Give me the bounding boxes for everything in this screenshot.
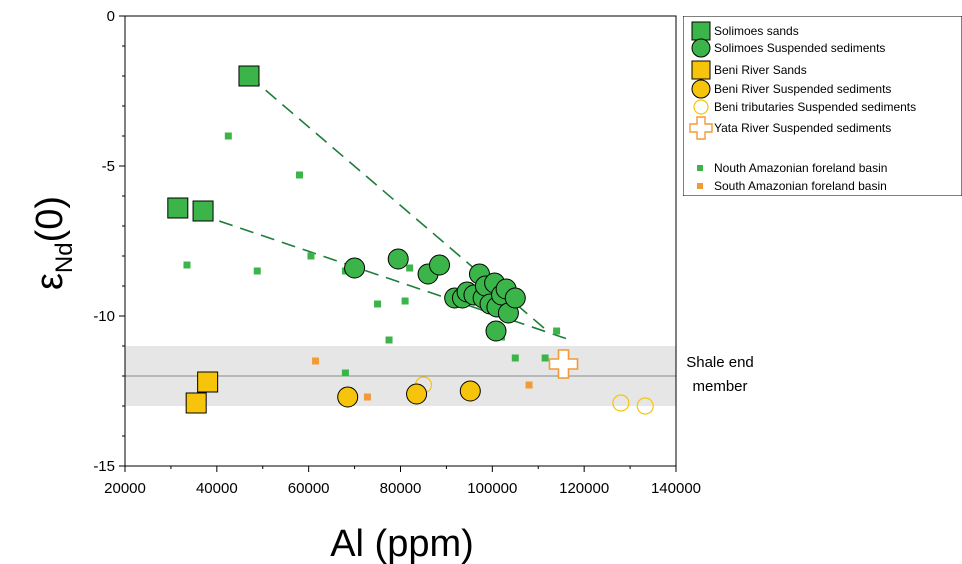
point-nouth-amazonian-foreland-basin — [253, 267, 261, 275]
x-axis-title: Al (ppm) — [330, 523, 474, 564]
x-tick-label: 80000 — [380, 480, 422, 497]
point-solimoes-sands — [167, 197, 189, 219]
data-points — [167, 65, 654, 415]
legend-marker-beni-river-suspended-sediments — [691, 79, 711, 99]
band-label-line2: member — [692, 378, 747, 395]
legend-label-south-amazonian-foreland-basin: South Amazonian foreland basin — [714, 179, 887, 193]
point-nouth-amazonian-foreland-basin — [385, 336, 393, 344]
legend-label-beni-tributaries-suspended-sediments: Beni tributaries Suspended sediments — [714, 100, 916, 114]
point-nouth-amazonian-foreland-basin — [307, 252, 315, 260]
legend-label-yata-river-suspended-sediments: Yata River Suspended sediments — [714, 121, 891, 135]
point-beni-tributaries-suspended-sediments — [612, 394, 630, 412]
legend-label-beni-river-suspended-sediments: Beni River Suspended sediments — [714, 82, 891, 96]
point-solimoes-sands — [238, 65, 260, 87]
point-nouth-amazonian-foreland-basin — [183, 261, 191, 269]
y-tick-label: -10 — [93, 308, 115, 325]
y-axis-title: εNd(0) — [29, 196, 78, 290]
x-tick-label: 140000 — [651, 480, 701, 497]
legend-label-beni-river-sands: Beni River Sands — [714, 63, 807, 77]
x-tick-label: 20000 — [104, 480, 146, 497]
point-nouth-amazonian-foreland-basin — [553, 327, 561, 335]
point-beni-river-suspended-sediments — [459, 380, 481, 402]
y-tick-label: 0 — [107, 8, 115, 25]
point-solimoes-suspended-sediments — [429, 254, 451, 276]
legend-marker-south-amazonian-foreland-basin — [697, 183, 703, 189]
band-label-line1: Shale end — [686, 354, 754, 371]
point-nouth-amazonian-foreland-basin — [224, 132, 232, 140]
x-tick-label: 120000 — [559, 480, 609, 497]
y-axis-title-sub: Nd — [51, 242, 78, 273]
legend-marker-yata-river-suspended-sediments — [689, 116, 713, 140]
point-beni-river-suspended-sediments — [337, 386, 359, 408]
point-nouth-amazonian-foreland-basin — [374, 300, 382, 308]
point-solimoes-suspended-sediments — [344, 257, 366, 279]
point-beni-tributaries-suspended-sediments — [636, 397, 654, 415]
legend-marker-beni-river-sands — [691, 60, 711, 80]
point-nouth-amazonian-foreland-basin — [511, 354, 519, 362]
x-tick-label: 100000 — [467, 480, 517, 497]
point-beni-river-sands — [197, 371, 219, 393]
legend-marker-beni-tributaries-suspended-sediments — [693, 99, 709, 115]
point-beni-river-suspended-sediments — [406, 383, 428, 405]
y-tick-label: -15 — [93, 458, 115, 475]
legend-marker-solimoes-suspended-sediments — [691, 38, 711, 58]
x-tick-label: 60000 — [288, 480, 330, 497]
point-nouth-amazonian-foreland-basin — [401, 297, 409, 305]
y-axis-title-suffix: (0) — [29, 196, 71, 242]
point-nouth-amazonian-foreland-basin — [341, 369, 349, 377]
y-tick-label: -5 — [102, 158, 115, 175]
legend-marker-solimoes-sands — [691, 21, 711, 41]
point-south-amazonian-foreland-basin — [363, 393, 371, 401]
legend-box — [683, 16, 962, 196]
point-solimoes-sands — [192, 200, 214, 222]
legend: Solimoes sands Solimoes Suspended sedimen… — [683, 16, 962, 196]
point-nouth-amazonian-foreland-basin — [541, 354, 549, 362]
legend-label-solimoes-suspended-sediments: Solimoes Suspended sediments — [714, 41, 885, 55]
point-solimoes-suspended-sediments — [504, 287, 526, 309]
legend-marker-nouth-amazonian-foreland-basin — [697, 165, 703, 171]
point-solimoes-suspended-sediments — [485, 320, 507, 342]
legend-label-solimoes-sands: Solimoes sands — [714, 24, 799, 38]
x-tick-label: 40000 — [196, 480, 238, 497]
y-axis-title-main: ε — [29, 273, 71, 290]
point-beni-river-sands — [185, 392, 207, 414]
point-nouth-amazonian-foreland-basin — [295, 171, 303, 179]
point-nouth-amazonian-foreland-basin — [406, 264, 414, 272]
legend-label-nouth-amazonian-foreland-basin: Nouth Amazonian foreland basin — [714, 161, 887, 175]
point-yata-river-suspended-sediments — [548, 349, 579, 379]
point-south-amazonian-foreland-basin — [312, 357, 320, 365]
axes: 20000 40000 60000 80000 100000 120000 140000 0 -… — [93, 8, 701, 497]
point-solimoes-suspended-sediments — [387, 248, 409, 270]
svg-text:εNd(0): εNd(0) — [29, 196, 78, 290]
point-south-amazonian-foreland-basin — [525, 381, 533, 389]
